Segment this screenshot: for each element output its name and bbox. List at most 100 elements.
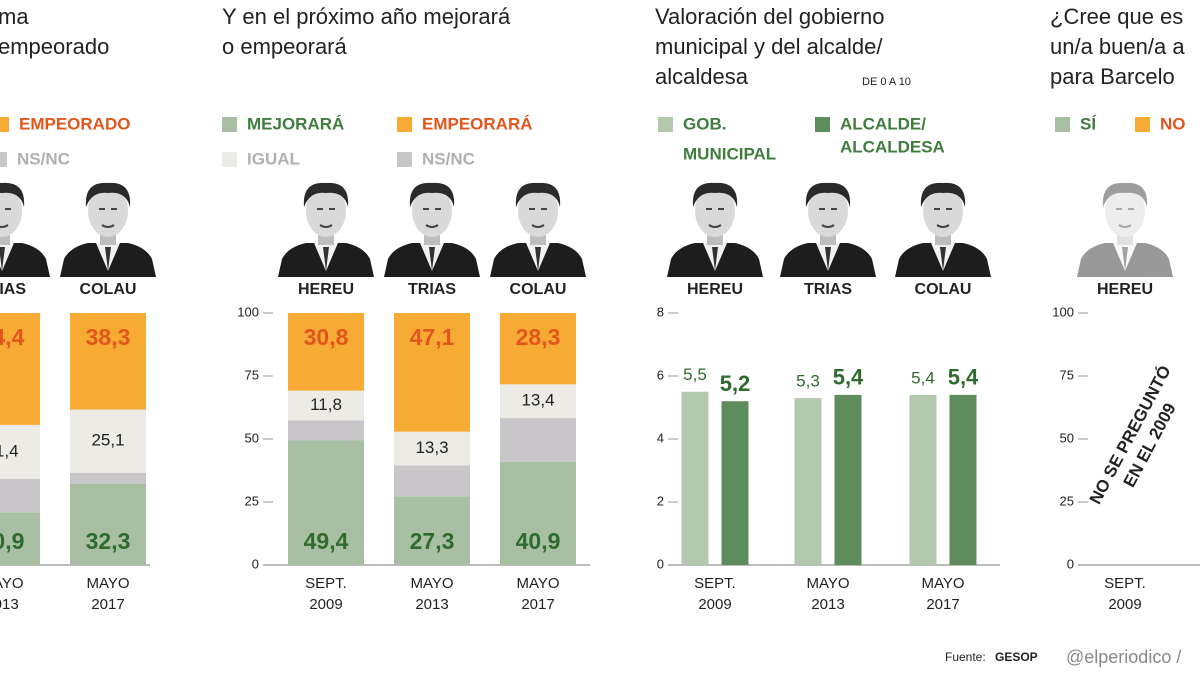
chart-title: Y en el próximo año mejorará <box>222 4 511 29</box>
bar-segment <box>394 431 470 466</box>
y-tick-label: 25 <box>1060 493 1074 508</box>
chart-title: ma <box>0 4 29 29</box>
y-tick-label: 6 <box>657 367 664 382</box>
person-name: HEREU <box>298 281 354 298</box>
source: GESOP <box>995 650 1038 664</box>
x-tick-label: MAYO <box>921 575 964 592</box>
x-tick-label: MAYO <box>806 575 849 592</box>
bar-segment <box>0 313 40 425</box>
x-tick-label: 2013 <box>811 596 844 613</box>
y-tick-label: 50 <box>1060 430 1074 445</box>
value-label: 32,3 <box>86 528 131 554</box>
legend-label: MEJORARÁ <box>247 114 344 133</box>
bar-segment <box>500 384 576 419</box>
chart-title: o empeorará <box>222 34 348 59</box>
person-name: COLAU <box>510 281 567 298</box>
bar-segment <box>70 483 146 565</box>
legend-swatch <box>222 117 237 132</box>
person-name: TRIAS <box>408 281 456 298</box>
person-name: HEREU <box>1097 281 1153 298</box>
charts: ma empeorado NS/NC EMPEORADO TRIAS COLAU MAYO 2… <box>0 4 1200 613</box>
bar-segment <box>70 472 146 484</box>
x-tick-label: MAYO <box>516 575 559 592</box>
person-name: COLAU <box>80 281 137 298</box>
value-label: 11,8 <box>310 395 342 414</box>
value-label: 40,9 <box>516 528 561 554</box>
bar-segment <box>288 313 364 391</box>
portrait <box>383 181 481 278</box>
bar <box>721 401 749 565</box>
y-tick-label: 100 <box>237 304 259 319</box>
portrait <box>59 181 157 278</box>
chart-title: Valoración del gobierno <box>655 4 885 29</box>
legend-label: GOB. <box>683 114 726 133</box>
x-tick-label: 2017 <box>521 596 554 613</box>
x-tick-label: MAYO <box>86 575 129 592</box>
person-name: TRIAS <box>0 281 26 298</box>
x-tick-label: 2009 <box>698 596 731 613</box>
y-tick-label: 25 <box>245 493 259 508</box>
legend-swatch <box>1135 117 1150 132</box>
value-label: 30,8 <box>304 324 349 350</box>
credit: @elperiodico / <box>1066 647 1181 667</box>
legend-swatch <box>397 152 412 167</box>
portrait <box>666 181 764 278</box>
legend-label: NO <box>1160 114 1186 133</box>
value-label: 49,4 <box>304 528 349 554</box>
bar <box>834 394 862 565</box>
bar-segment <box>70 409 146 473</box>
bar-segment <box>0 512 40 565</box>
portrait <box>1076 181 1174 278</box>
value-label: 5,4 <box>948 365 979 390</box>
legend-swatch <box>397 117 412 132</box>
y-tick-label: 0 <box>657 556 664 571</box>
bar-segment <box>288 390 364 421</box>
legend-label: NS/NC <box>17 149 70 168</box>
person-name: HEREU <box>687 281 743 298</box>
y-tick-label: 50 <box>245 430 259 445</box>
bar <box>949 394 977 565</box>
y-tick-label: 100 <box>1052 304 1074 319</box>
chart-title: ¿Cree que es <box>1050 4 1183 29</box>
value-label: 5,3 <box>796 372 820 391</box>
bar-segment <box>0 424 40 479</box>
legend-swatch <box>0 152 7 167</box>
x-tick-label: SEPT. <box>305 575 347 592</box>
value-label: 44,4 <box>0 324 25 350</box>
x-tick-label: MAYO <box>410 575 453 592</box>
legend-swatch <box>1055 117 1070 132</box>
y-tick-label: 0 <box>1067 556 1074 571</box>
legend-label: ALCALDE/ <box>840 114 926 133</box>
y-tick-label: 0 <box>252 556 259 571</box>
x-tick-label: 2009 <box>1108 596 1141 613</box>
y-tick-label: 2 <box>657 493 664 508</box>
portrait <box>779 181 877 278</box>
portrait <box>277 181 375 278</box>
y-tick-label: 8 <box>657 304 664 319</box>
value-label: 38,3 <box>86 324 131 350</box>
bar-segment <box>394 465 470 497</box>
value-label: 13,4 <box>521 391 554 410</box>
legend-swatch <box>222 152 237 167</box>
value-label: 13,3 <box>415 438 448 457</box>
bar-segment <box>394 313 470 432</box>
value-label: 5,2 <box>720 371 751 396</box>
bar <box>909 394 937 565</box>
legend-label: ALCALDESA <box>840 137 945 156</box>
legend-label: SÍ <box>1080 114 1097 133</box>
bar-segment <box>500 418 576 462</box>
chart-title: municipal y del alcalde/ <box>655 34 883 59</box>
value-label: 25,1 <box>91 431 124 450</box>
x-tick-label: MAYO <box>0 575 24 592</box>
person-name: COLAU <box>915 281 972 298</box>
bar-segment <box>0 478 40 513</box>
x-tick-label: 2017 <box>91 596 124 613</box>
legend-label: IGUAL <box>247 149 300 168</box>
y-tick-label: 4 <box>657 430 664 445</box>
legend-label: EMPEORARÁ <box>422 114 533 133</box>
x-tick-label: 2009 <box>309 596 342 613</box>
bar-segment <box>70 313 146 410</box>
